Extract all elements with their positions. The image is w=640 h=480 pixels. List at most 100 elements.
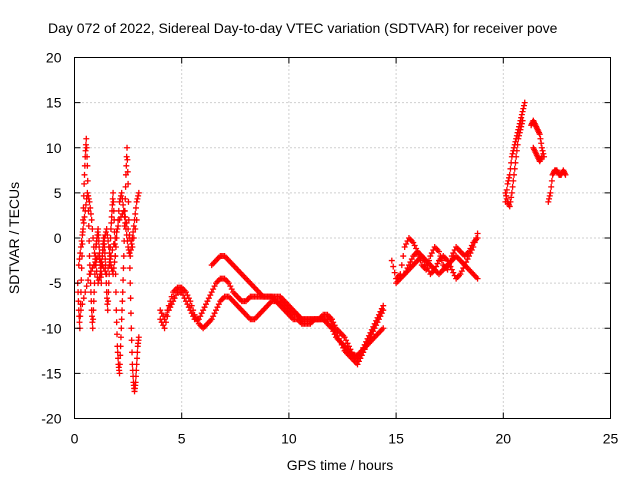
data-point bbox=[421, 259, 428, 266]
data-point bbox=[373, 322, 380, 329]
data-point bbox=[128, 337, 135, 344]
data-point bbox=[424, 265, 431, 272]
data-point bbox=[95, 277, 102, 284]
data-point bbox=[503, 195, 510, 202]
y-tick-label: -10 bbox=[41, 320, 61, 336]
data-point bbox=[97, 271, 104, 278]
y-tick-label: 10 bbox=[46, 140, 62, 156]
data-point bbox=[90, 235, 97, 241]
data-point bbox=[125, 180, 132, 187]
data-point bbox=[82, 207, 89, 214]
data-point bbox=[188, 302, 195, 309]
data-point bbox=[521, 102, 528, 109]
data-point bbox=[129, 349, 136, 356]
data-point bbox=[410, 239, 417, 246]
data-point bbox=[87, 210, 94, 217]
data-point bbox=[104, 301, 111, 308]
data-point bbox=[213, 307, 220, 314]
data-point bbox=[545, 198, 552, 205]
data-point bbox=[504, 180, 511, 187]
data-point bbox=[167, 298, 174, 305]
data-point bbox=[161, 325, 168, 332]
data-point bbox=[104, 295, 111, 302]
data-point bbox=[80, 225, 87, 232]
data-point bbox=[368, 331, 375, 338]
data-point bbox=[445, 260, 452, 267]
data-point bbox=[507, 198, 514, 205]
data-point bbox=[473, 235, 480, 241]
data-point bbox=[79, 253, 86, 260]
data-point bbox=[84, 177, 91, 184]
data-point bbox=[96, 256, 103, 263]
data-point bbox=[120, 277, 127, 284]
data-point bbox=[87, 204, 94, 211]
data-point bbox=[82, 141, 89, 148]
chart-title: Day 072 of 2022, Sidereal Day-to-day VTE… bbox=[48, 20, 558, 36]
data-point bbox=[95, 280, 102, 287]
data-point bbox=[115, 222, 122, 229]
data-point bbox=[509, 150, 516, 157]
data-point bbox=[444, 257, 451, 264]
data-point bbox=[115, 207, 122, 214]
data-point bbox=[113, 307, 120, 314]
data-point bbox=[194, 317, 201, 324]
data-point bbox=[117, 192, 124, 199]
data-point bbox=[403, 268, 410, 275]
data-point bbox=[201, 304, 208, 311]
data-point bbox=[114, 225, 121, 232]
data-point bbox=[450, 269, 457, 276]
data-point bbox=[468, 247, 475, 254]
data-point bbox=[470, 244, 477, 251]
data-point bbox=[460, 265, 467, 272]
data-points bbox=[74, 99, 569, 395]
data-point bbox=[119, 195, 126, 202]
data-point bbox=[434, 260, 441, 267]
data-point bbox=[355, 358, 362, 365]
data-point bbox=[512, 138, 519, 145]
data-point bbox=[110, 207, 117, 214]
data-point bbox=[519, 117, 526, 124]
data-point bbox=[128, 325, 135, 332]
data-point bbox=[95, 253, 102, 260]
data-point bbox=[85, 277, 92, 284]
data-point bbox=[520, 105, 527, 112]
data-point bbox=[465, 253, 472, 260]
data-point bbox=[517, 126, 524, 133]
data-point bbox=[540, 150, 547, 157]
data-point bbox=[126, 265, 133, 272]
data-point bbox=[100, 241, 107, 248]
data-point bbox=[130, 235, 137, 241]
data-point bbox=[511, 171, 518, 178]
data-point bbox=[83, 283, 90, 290]
data-point bbox=[105, 298, 112, 305]
data-point bbox=[537, 135, 544, 142]
data-point bbox=[474, 230, 481, 237]
data-point bbox=[104, 231, 111, 238]
data-point bbox=[127, 253, 134, 260]
data-point bbox=[96, 274, 103, 281]
data-point bbox=[330, 328, 337, 335]
data-point bbox=[420, 256, 427, 263]
data-point bbox=[539, 147, 546, 154]
data-point bbox=[95, 238, 102, 245]
data-point bbox=[513, 147, 520, 154]
data-point bbox=[463, 259, 470, 266]
data-point bbox=[91, 289, 98, 296]
data-point bbox=[341, 334, 348, 341]
data-point bbox=[505, 177, 512, 184]
data-point bbox=[107, 256, 114, 263]
data-point bbox=[110, 241, 117, 248]
data-point bbox=[538, 153, 545, 160]
data-point bbox=[354, 361, 361, 368]
data-point bbox=[127, 280, 134, 287]
data-point bbox=[117, 352, 124, 359]
data-point bbox=[502, 189, 509, 196]
data-point bbox=[408, 256, 415, 263]
data-point bbox=[124, 168, 131, 175]
axis-ticks: 0 5 10 15 20 25 -20 -15 -10 -5 0 5 10 15 20 bbox=[41, 50, 618, 447]
data-point bbox=[116, 361, 123, 368]
data-point bbox=[210, 313, 217, 320]
data-point bbox=[116, 370, 123, 377]
data-point bbox=[127, 247, 134, 254]
data-point bbox=[113, 319, 120, 326]
